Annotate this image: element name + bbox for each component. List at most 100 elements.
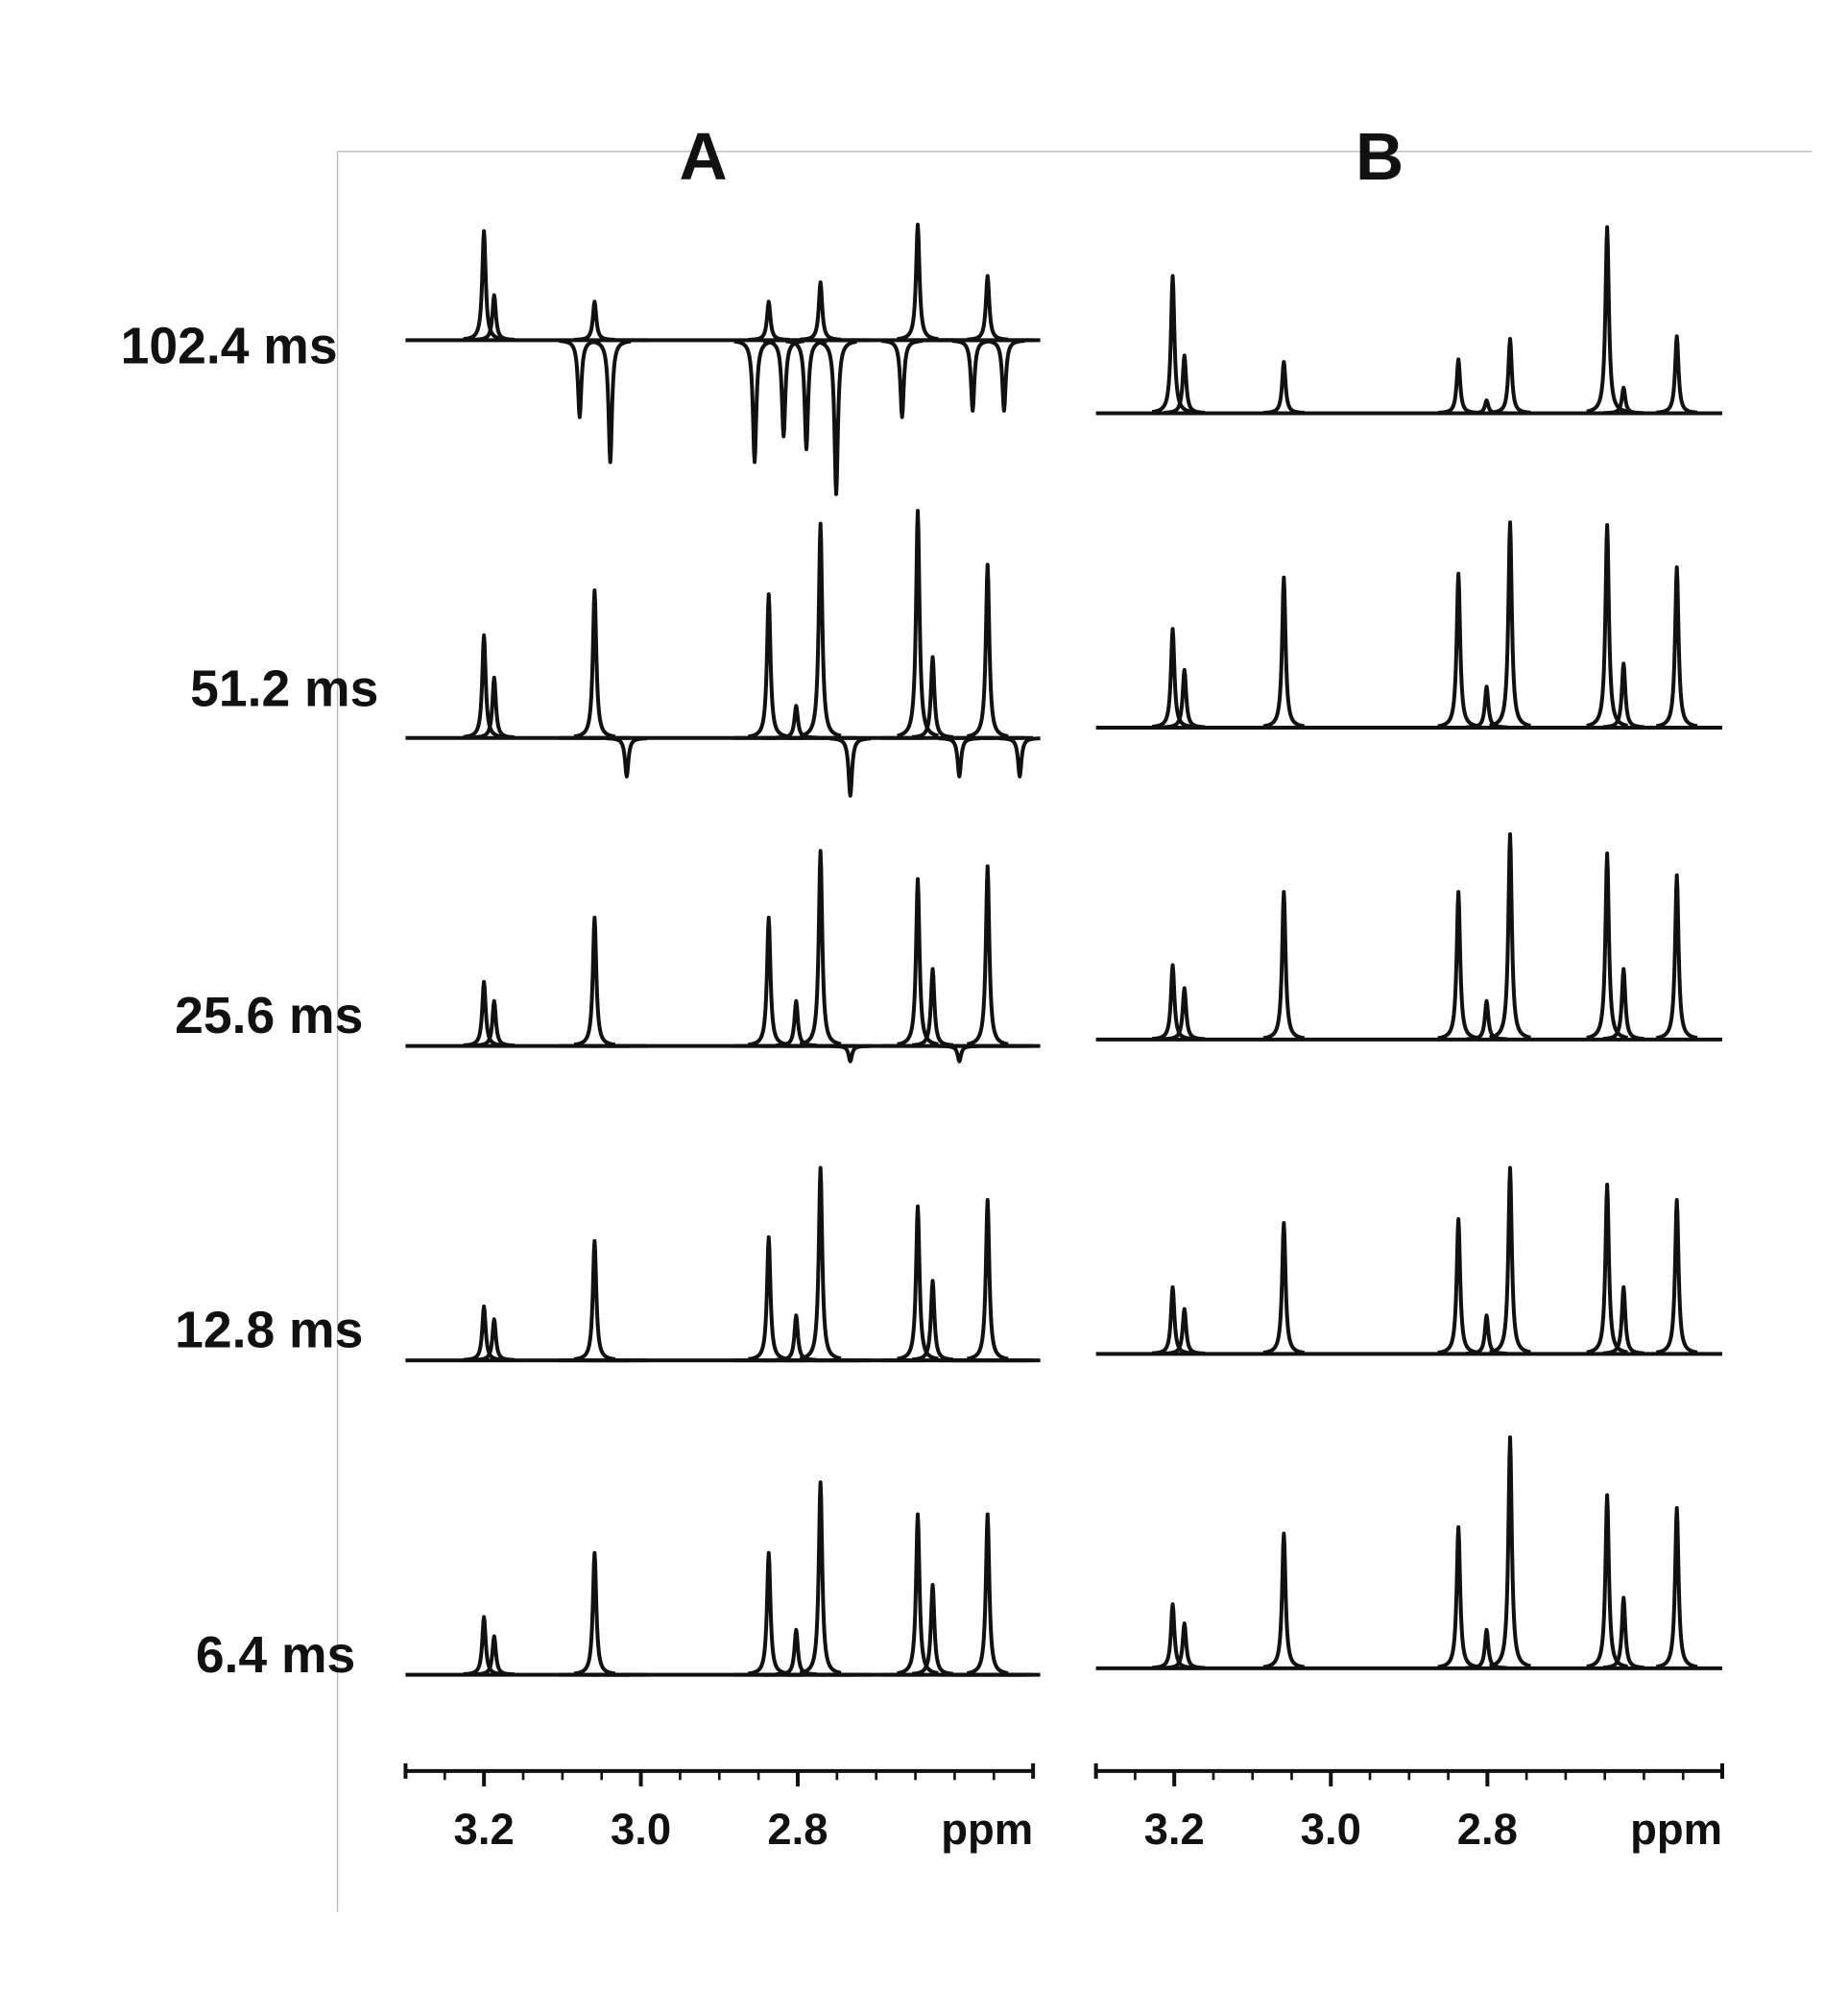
peak xyxy=(1163,1307,1207,1355)
x-tick-label: 2.8 xyxy=(767,1805,828,1854)
x-tick-label: 2.8 xyxy=(1457,1805,1518,1854)
peak xyxy=(1261,1221,1307,1355)
trace-label: 6.4 ms xyxy=(196,1627,355,1684)
peak xyxy=(1654,334,1699,415)
peak xyxy=(828,1043,873,1064)
peak xyxy=(1654,1505,1699,1669)
peak xyxy=(1261,360,1307,415)
peak xyxy=(472,675,516,740)
peak xyxy=(798,1165,843,1361)
peak xyxy=(1654,1197,1699,1355)
peak xyxy=(472,293,516,342)
peak xyxy=(896,223,940,342)
peak xyxy=(462,633,506,739)
peak xyxy=(997,736,1042,779)
trace-label: 25.6 ms xyxy=(175,988,363,1044)
peak xyxy=(1150,1602,1195,1670)
peak xyxy=(1261,1531,1307,1669)
peak xyxy=(1488,336,1532,415)
peak xyxy=(747,1235,791,1361)
peak xyxy=(879,339,924,420)
peak xyxy=(1261,890,1307,1041)
x-tick-label: 3.0 xyxy=(1301,1805,1361,1854)
panel-title: A xyxy=(679,119,727,194)
peak xyxy=(747,1550,791,1676)
peak xyxy=(966,274,1010,342)
peak xyxy=(1654,564,1699,729)
x-tick-label: 3.2 xyxy=(454,1805,515,1854)
peak xyxy=(1163,353,1207,415)
peak xyxy=(1488,831,1532,1040)
peak xyxy=(1488,520,1532,728)
peak xyxy=(572,588,617,739)
peak xyxy=(1464,1627,1509,1670)
peak xyxy=(798,849,843,1046)
peak xyxy=(747,592,791,739)
peak xyxy=(1601,967,1645,1042)
trace-label: 102.4 ms xyxy=(121,318,338,374)
peak xyxy=(572,300,617,342)
peak xyxy=(828,736,873,798)
peak xyxy=(1163,667,1207,730)
peak xyxy=(1150,1284,1195,1355)
peak xyxy=(747,300,791,342)
x-axis-label: ppm xyxy=(1630,1805,1722,1854)
peak xyxy=(1436,890,1480,1041)
trace-label: 51.2 ms xyxy=(190,660,378,717)
peak xyxy=(798,521,843,738)
x-tick-label: 3.2 xyxy=(1144,1805,1205,1854)
peak xyxy=(1601,661,1645,730)
peak xyxy=(472,1317,516,1362)
peak xyxy=(798,1480,843,1675)
peak xyxy=(1585,225,1629,414)
x-axis-label: ppm xyxy=(941,1805,1033,1854)
peak xyxy=(605,736,649,779)
peak xyxy=(1436,357,1480,415)
peak xyxy=(950,339,995,413)
peak xyxy=(1464,998,1509,1042)
peak xyxy=(1163,1621,1207,1670)
peak xyxy=(798,280,843,342)
peak xyxy=(1261,575,1307,729)
peak xyxy=(1488,1165,1532,1355)
peak xyxy=(966,1512,1010,1675)
peak xyxy=(1436,1217,1480,1355)
peak xyxy=(937,1043,982,1064)
peak xyxy=(937,736,982,779)
peak xyxy=(1585,1182,1629,1355)
peak xyxy=(558,339,602,420)
trace-label: 12.8 ms xyxy=(175,1303,363,1359)
peak xyxy=(588,339,633,465)
peak xyxy=(896,876,940,1046)
peak xyxy=(462,979,506,1047)
peak xyxy=(747,915,791,1047)
peak xyxy=(462,1615,506,1677)
peak xyxy=(472,1634,516,1677)
peak xyxy=(966,864,1010,1046)
peak xyxy=(761,339,806,439)
panel-title: B xyxy=(1356,119,1404,194)
peak xyxy=(966,1197,1010,1361)
peak xyxy=(462,228,506,342)
peak xyxy=(1601,385,1645,416)
peak xyxy=(910,655,955,739)
peak xyxy=(572,915,617,1047)
peak xyxy=(1601,1284,1645,1355)
peak xyxy=(896,509,940,738)
peak xyxy=(910,967,955,1047)
peak xyxy=(1601,1595,1645,1670)
peak xyxy=(814,339,858,496)
peak xyxy=(1585,1493,1629,1669)
peak xyxy=(1654,873,1699,1041)
peak xyxy=(572,1238,617,1361)
peak xyxy=(1585,851,1629,1040)
peak xyxy=(896,1204,940,1361)
peak xyxy=(910,1583,955,1676)
peak xyxy=(1150,627,1195,730)
peak xyxy=(1436,571,1480,729)
peak xyxy=(896,1512,940,1675)
peak xyxy=(1464,398,1509,416)
peak xyxy=(1163,986,1207,1042)
peak xyxy=(784,339,828,451)
